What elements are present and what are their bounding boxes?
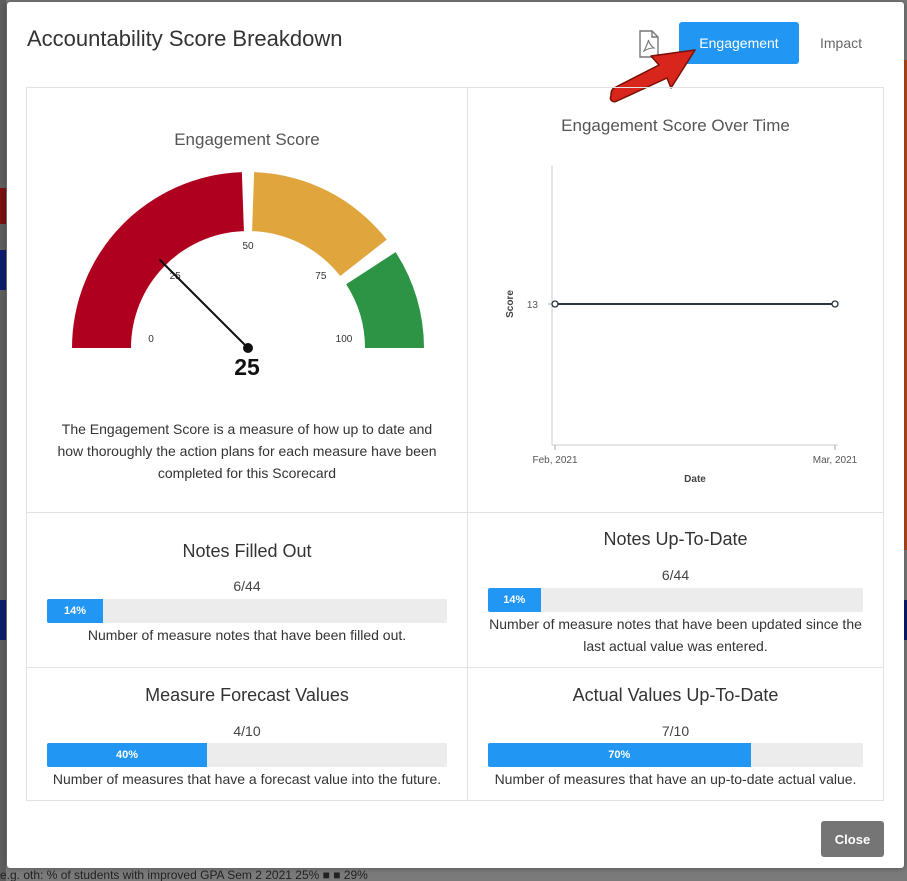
progress-bar: 14% [488,588,863,612]
notes-filled-panel: Notes Filled Out 6/44 14% Number of meas… [27,513,468,668]
gauge-description: The Engagement Score is a measure of how… [57,421,437,481]
impact-tab-button[interactable]: Impact [807,22,875,64]
background-sidebar [0,0,6,881]
progress-fill: 70% [488,743,751,767]
background-accent-bar [0,250,6,290]
background-table-row: e.g. oth: % of students with improved GP… [0,868,368,881]
gauge-segment-low [72,172,244,348]
modal-title: Accountability Score Breakdown [27,26,343,51]
x-tick-label: Feb, 2021 [532,455,577,466]
progress-fill: 14% [488,588,541,612]
gauge-tick-label: 0 [148,334,154,345]
engagement-gauge-panel: Engagement Score 0 25 50 75 100 25 The Engag… [27,88,468,513]
score-line-chart: 13 Feb, 2021 Mar, 2021 Score Date [505,166,858,485]
background-accent-bar [0,600,6,640]
y-axis-label: Score [505,290,516,318]
background-accent-bar [902,60,907,550]
metric-title: Measure Forecast Values [145,685,349,705]
progress-fill: 40% [47,743,207,767]
metric-count: 7/10 [661,723,690,739]
metric-count: 4/10 [233,723,261,739]
gauge-tick-label: 75 [315,271,327,282]
breakdown-grid: Engagement Score 0 25 50 75 100 25 The Engag… [26,87,884,801]
metric-description: Number of measures that have an up-to-da… [494,771,857,787]
notes-uptodate-panel: Notes Up-To-Date 6/44 14% Number of meas… [468,513,883,668]
metric-description: Number of measure notes that have been u… [489,616,862,654]
metric-description: Number of measure notes that have been f… [87,627,407,643]
x-tick-label: Mar, 2021 [813,455,858,466]
metric-description: Number of measures that have a forecast … [52,771,442,787]
x-axis-label: Date [684,474,706,485]
score-over-time-panel: Engagement Score Over Time 13 Feb, 2021 Ma… [468,88,883,513]
background-accent-bar [902,600,907,640]
progress-bar: 40% [47,743,447,767]
actual-uptodate-panel: Actual Values Up-To-Date 7/10 70% Number… [468,668,883,800]
gauge-segment-high [346,252,425,348]
background-accent-bar [0,188,6,224]
metric-count: 6/44 [661,567,690,583]
progress-bar: 14% [47,599,447,623]
gauge-value: 25 [234,354,260,380]
progress-bar: 70% [488,743,863,767]
gauge-tick-label: 100 [336,334,353,345]
chart-title: Engagement Score Over Time [561,116,790,135]
red-arrow-annotation [609,49,696,103]
gauge-needle-hub [243,343,253,353]
pdf-icon[interactable] [638,30,660,58]
gauge-needle [158,258,249,349]
metric-title: Notes Up-To-Date [603,529,748,549]
metric-title: Actual Values Up-To-Date [572,685,779,705]
data-point[interactable] [831,300,839,308]
forecast-values-panel: Measure Forecast Values 4/10 40% Number … [27,668,468,800]
engagement-tab-button[interactable]: Engagement [679,22,799,64]
close-button[interactable]: Close [821,821,884,857]
data-point[interactable] [551,300,559,308]
metric-title: Notes Filled Out [182,541,312,561]
score-breakdown-modal: Accountability Score Breakdown Engagemen… [7,2,904,868]
gauge-tick-label: 50 [242,241,254,252]
gauge-title: Engagement Score [174,130,320,149]
y-tick-label: 13 [527,300,539,311]
progress-fill: 14% [47,599,103,623]
metric-count: 6/44 [233,578,261,594]
gauge-segment-mid [252,172,387,276]
